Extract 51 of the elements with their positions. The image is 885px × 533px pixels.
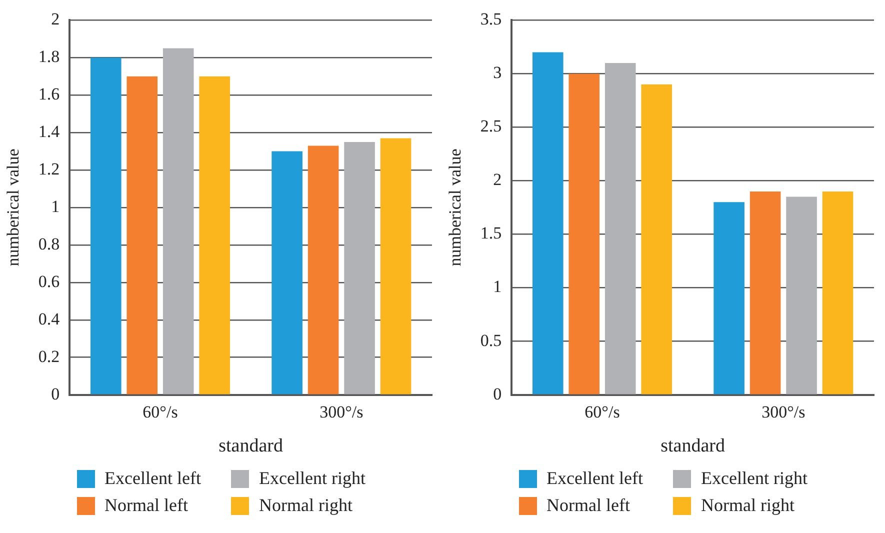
bar (126, 76, 158, 394)
y-tick-label: 0.2 (38, 346, 60, 366)
y-tick-label: 0.6 (38, 272, 60, 291)
legend-label: Normal right (258, 495, 352, 516)
y-tick-label: 1.6 (38, 84, 60, 104)
bar (641, 84, 672, 394)
y-tick-label: 3.5 (480, 10, 502, 29)
bar (604, 63, 636, 394)
legend-label: Excellent left (546, 468, 643, 489)
x-axis-title: standard (218, 436, 284, 457)
y-tick-label: 0.8 (38, 234, 60, 254)
bar (199, 76, 230, 394)
bar (162, 48, 194, 394)
legend-label: Excellent right (258, 468, 366, 489)
legend-label: Normal left (104, 495, 188, 516)
y-tick-label: 1 (51, 196, 60, 216)
bar (786, 196, 817, 394)
legend-label: Excellent left (104, 468, 201, 489)
y-tick-label: 0.5 (480, 330, 502, 350)
y-tick-label: 1.4 (38, 122, 60, 142)
y-tick-label: 1.8 (38, 47, 60, 66)
bar (532, 52, 564, 394)
bar (344, 142, 375, 394)
x-tick-label: 60°/s (584, 402, 620, 422)
y-tick-label: 3 (493, 63, 502, 82)
y-axis-title: numberical value (446, 148, 465, 266)
bar (272, 151, 302, 394)
y-tick-label: 0 (51, 384, 60, 404)
legend-label: Excellent right (700, 468, 808, 489)
bar (750, 191, 781, 394)
y-tick-label: 2.5 (480, 116, 502, 136)
x-tick-label: 300°/s (320, 402, 364, 422)
y-tick-label: 0.4 (38, 309, 60, 328)
y-tick-label: 0 (493, 384, 502, 404)
x-axis-title: standard (660, 436, 726, 457)
x-tick-label: 300°/s (762, 402, 806, 422)
bar (714, 202, 744, 394)
legend-label: Normal left (546, 495, 630, 516)
y-tick-label: 2 (493, 170, 502, 190)
y-axis-title: numberical value (4, 148, 23, 266)
bar (90, 58, 122, 394)
bar (822, 191, 854, 394)
y-tick-label: 1.5 (480, 224, 502, 243)
y-tick-label: 2 (51, 10, 60, 29)
y-tick-label: 1.2 (38, 160, 60, 179)
bar (568, 74, 600, 394)
legend-label: Normal right (700, 495, 794, 516)
x-tick-label: 60°/s (142, 402, 178, 422)
y-tick-label: 1 (493, 277, 502, 296)
bar (380, 138, 412, 394)
bar (308, 146, 339, 394)
